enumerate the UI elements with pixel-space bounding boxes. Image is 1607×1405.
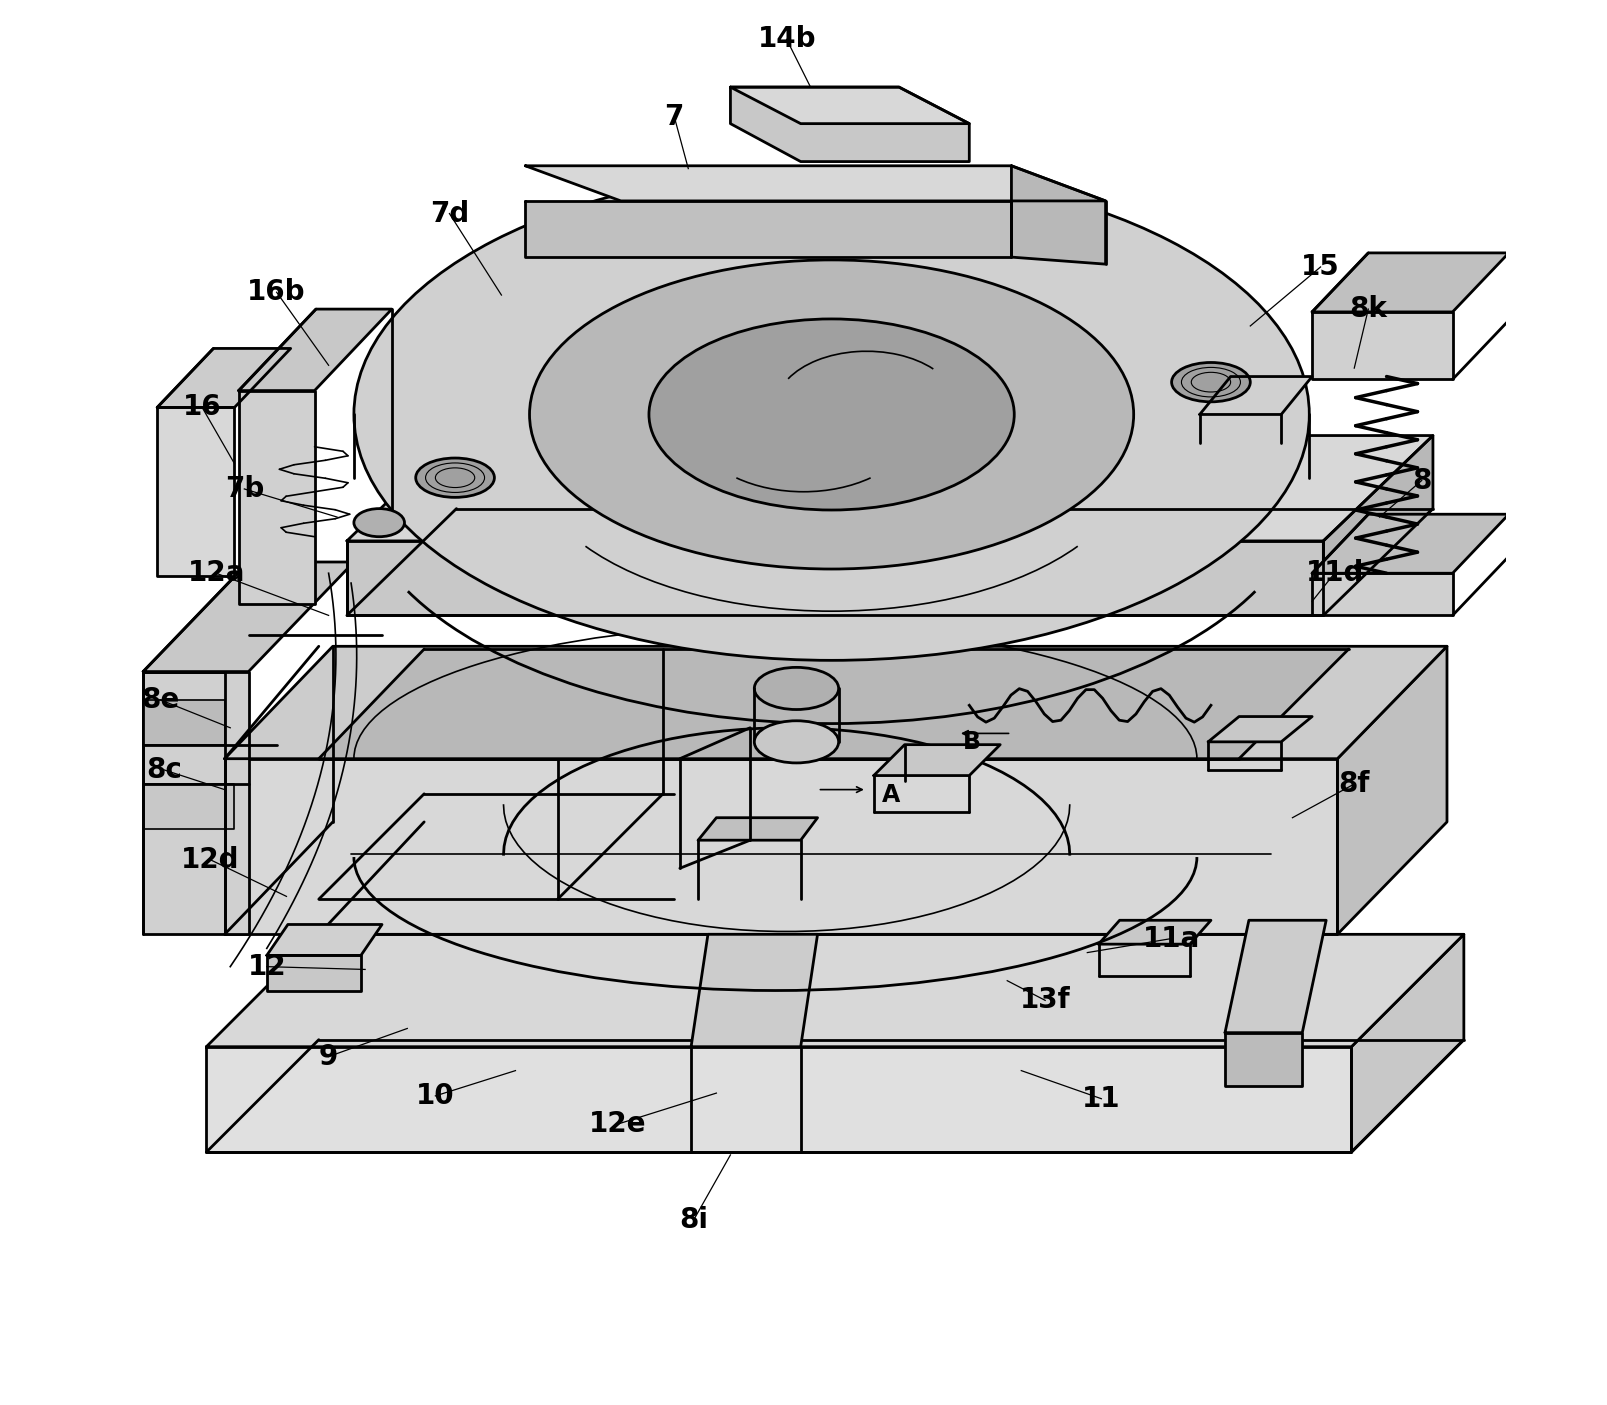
Polygon shape bbox=[1208, 717, 1311, 742]
Polygon shape bbox=[143, 672, 249, 934]
Polygon shape bbox=[525, 201, 1011, 257]
Ellipse shape bbox=[354, 509, 405, 537]
Text: 11: 11 bbox=[1082, 1085, 1120, 1113]
Text: 9: 9 bbox=[318, 1043, 337, 1071]
Polygon shape bbox=[1311, 514, 1509, 573]
Text: 8c: 8c bbox=[146, 756, 182, 784]
Text: 8: 8 bbox=[1413, 466, 1432, 495]
Polygon shape bbox=[157, 407, 235, 576]
Polygon shape bbox=[267, 955, 362, 991]
Ellipse shape bbox=[1172, 362, 1250, 402]
Text: 7: 7 bbox=[665, 103, 685, 131]
Polygon shape bbox=[1311, 573, 1453, 615]
Polygon shape bbox=[143, 784, 235, 829]
Polygon shape bbox=[1200, 377, 1311, 414]
Polygon shape bbox=[239, 309, 392, 391]
Polygon shape bbox=[1011, 166, 1106, 264]
Text: 14b: 14b bbox=[757, 25, 816, 53]
Polygon shape bbox=[691, 934, 818, 1047]
Polygon shape bbox=[206, 934, 1464, 1047]
Text: 7d: 7d bbox=[429, 200, 469, 228]
Text: 8e: 8e bbox=[141, 686, 178, 714]
Polygon shape bbox=[1351, 934, 1464, 1152]
Polygon shape bbox=[239, 391, 315, 604]
Text: 11d: 11d bbox=[1305, 559, 1364, 587]
Polygon shape bbox=[1311, 312, 1453, 379]
Text: 11a: 11a bbox=[1143, 924, 1200, 953]
Polygon shape bbox=[225, 759, 1337, 934]
Polygon shape bbox=[697, 818, 818, 840]
Polygon shape bbox=[347, 436, 1433, 541]
Ellipse shape bbox=[649, 319, 1014, 510]
Polygon shape bbox=[1311, 253, 1509, 312]
Polygon shape bbox=[1225, 1033, 1302, 1086]
Polygon shape bbox=[143, 700, 225, 745]
Text: 8i: 8i bbox=[680, 1205, 709, 1234]
Text: 12: 12 bbox=[247, 953, 286, 981]
Polygon shape bbox=[1323, 436, 1433, 615]
Polygon shape bbox=[225, 646, 1446, 759]
Polygon shape bbox=[267, 924, 382, 955]
Polygon shape bbox=[206, 1047, 1351, 1152]
Polygon shape bbox=[874, 745, 1000, 776]
Text: 12a: 12a bbox=[188, 559, 244, 587]
Text: 15: 15 bbox=[1302, 253, 1340, 281]
Polygon shape bbox=[731, 87, 969, 162]
Text: 16b: 16b bbox=[247, 278, 305, 306]
Text: 8f: 8f bbox=[1339, 770, 1371, 798]
Polygon shape bbox=[318, 649, 1348, 759]
Polygon shape bbox=[1225, 920, 1326, 1033]
Text: 16: 16 bbox=[183, 393, 222, 422]
Text: 12e: 12e bbox=[590, 1110, 646, 1138]
Text: 10: 10 bbox=[416, 1082, 455, 1110]
Text: A: A bbox=[882, 783, 900, 808]
Polygon shape bbox=[143, 562, 354, 672]
Polygon shape bbox=[1337, 646, 1446, 934]
Ellipse shape bbox=[354, 169, 1310, 660]
Polygon shape bbox=[347, 541, 1323, 615]
Text: 7b: 7b bbox=[225, 475, 264, 503]
Ellipse shape bbox=[754, 721, 839, 763]
Polygon shape bbox=[157, 348, 291, 407]
Polygon shape bbox=[1099, 920, 1212, 944]
Text: B: B bbox=[963, 729, 982, 754]
Ellipse shape bbox=[416, 458, 495, 497]
Text: 13f: 13f bbox=[1020, 986, 1070, 1014]
Ellipse shape bbox=[754, 667, 839, 710]
Text: 12d: 12d bbox=[182, 846, 239, 874]
Polygon shape bbox=[731, 87, 969, 124]
Ellipse shape bbox=[530, 260, 1133, 569]
Polygon shape bbox=[525, 166, 1106, 201]
Text: 8k: 8k bbox=[1350, 295, 1387, 323]
